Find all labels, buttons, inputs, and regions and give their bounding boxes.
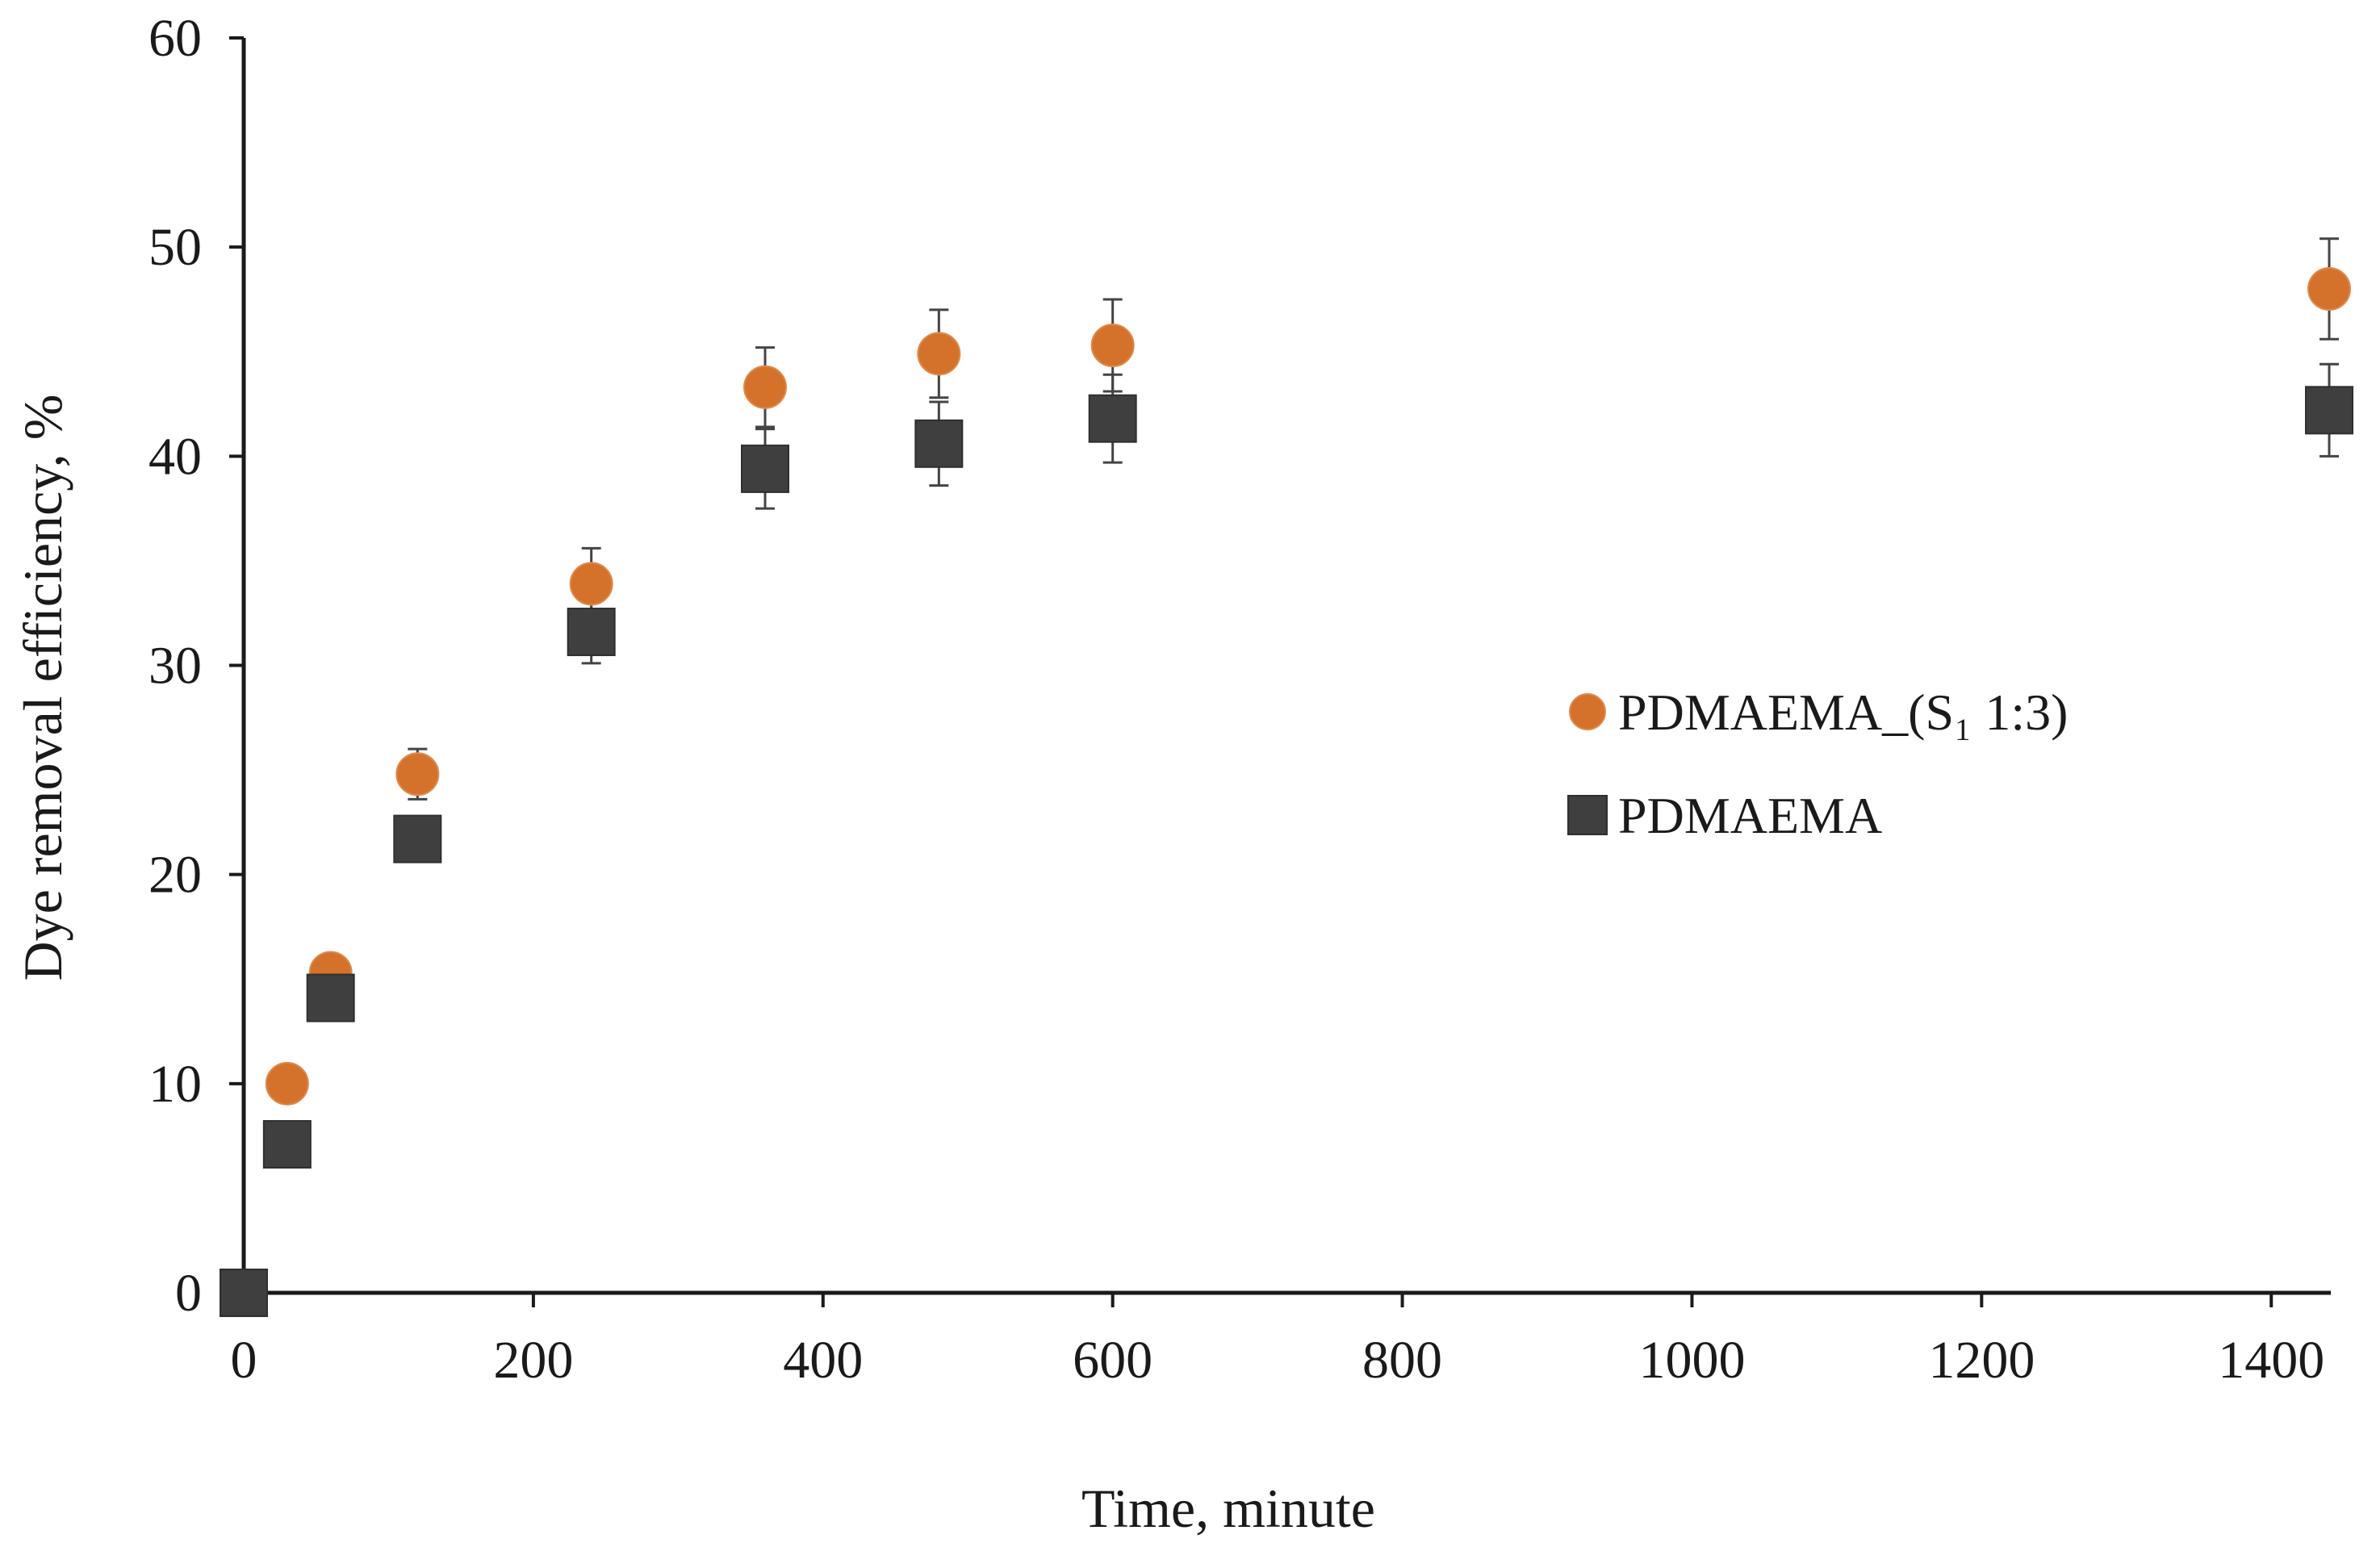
x-tick-label: 800 bbox=[1362, 1331, 1442, 1390]
x-tick-label: 1000 bbox=[1638, 1331, 1745, 1390]
series-1-point bbox=[395, 752, 440, 797]
series-2-point bbox=[2305, 386, 2353, 435]
series-2-point bbox=[306, 973, 355, 1022]
y-tick-label: 30 bbox=[148, 637, 202, 696]
series-1-point bbox=[2307, 267, 2351, 311]
series-1-point bbox=[1090, 323, 1135, 367]
series-2-point bbox=[1088, 394, 1137, 443]
legend-label-series-2: PDMAEMA bbox=[1618, 787, 1882, 844]
x-axis-title: Time, minute bbox=[1081, 1478, 1375, 1539]
legend-label-series-1: PDMAEMA_(S₁ 1:3) bbox=[1618, 684, 2068, 741]
y-axis-title: Dye removal efficiency, % bbox=[12, 395, 73, 981]
data-points bbox=[220, 267, 2353, 1317]
y-tick-label: 0 bbox=[175, 1264, 202, 1323]
x-tick-label: 200 bbox=[493, 1331, 573, 1390]
series-2-point bbox=[914, 419, 964, 468]
x-tick-label: 1400 bbox=[2218, 1331, 2324, 1390]
legend-marker-circle bbox=[1569, 693, 1606, 730]
series-2-point bbox=[741, 444, 789, 493]
series-2-point bbox=[262, 1119, 312, 1169]
x-tick-label: 400 bbox=[783, 1331, 863, 1390]
y-tick-label: 50 bbox=[148, 218, 202, 277]
legend-marker-square bbox=[1567, 795, 1608, 835]
x-tick-label: 600 bbox=[1073, 1331, 1152, 1390]
series-2-point bbox=[220, 1269, 268, 1317]
series-1-point bbox=[265, 1061, 309, 1106]
series-2-point bbox=[393, 814, 442, 863]
series-1-point bbox=[743, 365, 787, 409]
x-tick-label: 1200 bbox=[1928, 1331, 2035, 1390]
legend: PDMAEMA_(S₁ 1:3) PDMAEMA bbox=[1567, 684, 2068, 844]
series-1-point bbox=[569, 562, 613, 606]
y-tick-label: 20 bbox=[148, 846, 202, 905]
y-tick-label: 60 bbox=[148, 9, 202, 68]
series-2-point bbox=[567, 608, 616, 657]
x-tick-label: 0 bbox=[231, 1331, 257, 1390]
series-1-point bbox=[917, 332, 961, 376]
axes bbox=[229, 36, 2331, 1307]
y-tick-label: 40 bbox=[148, 427, 202, 486]
y-tick-label: 10 bbox=[148, 1055, 202, 1114]
